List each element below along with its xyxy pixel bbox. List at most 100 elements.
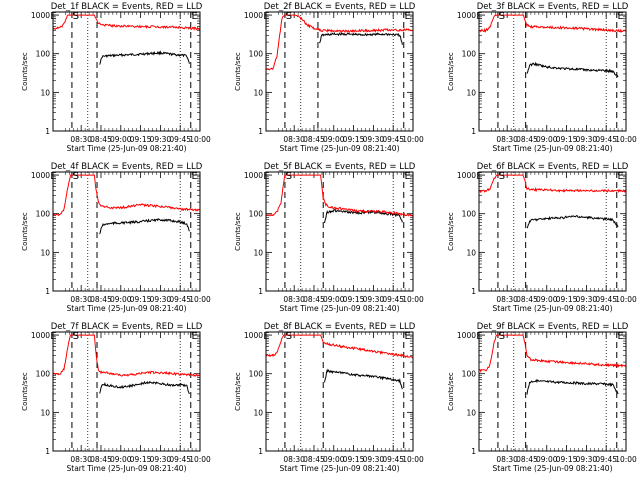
x-tick-label: 09:00: [323, 135, 345, 144]
x-tick-label: 09:30: [150, 455, 172, 464]
x-tick-label: 08:45: [516, 135, 538, 144]
marker-label: E: [405, 171, 411, 182]
x-tick-label: 08:45: [303, 295, 325, 304]
y-tick-label: 1000: [457, 11, 476, 20]
x-tick-label: 09:15: [130, 295, 152, 304]
x-tick-label: 08:30: [283, 295, 305, 304]
y-axis-label: Counts/sec: [234, 212, 242, 251]
x-axis-label: Start Time (25-Jun-09 08:21:40): [280, 144, 400, 153]
chart-title: Det_9f BLACK = Events, RED = LLD: [477, 322, 629, 332]
marker-label: E: [405, 11, 411, 22]
y-axis-label: Counts/sec: [234, 52, 242, 91]
plot-frame: [478, 11, 627, 132]
y-tick-label: 10: [466, 248, 476, 257]
marker-label: E: [192, 171, 198, 182]
chart-title: Det_2f BLACK = Events, RED = LLD: [264, 2, 416, 12]
y-tick-label: 10: [40, 248, 50, 257]
x-tick-label: 08:30: [496, 455, 518, 464]
x-tick-label: 10:00: [189, 455, 211, 464]
y-axis-label: Counts/sec: [21, 372, 29, 411]
y-tick-label: 100: [36, 50, 51, 59]
marker-label: S: [286, 11, 292, 22]
plot-frame: [265, 171, 414, 292]
x-tick-label: 09:45: [595, 135, 617, 144]
marker-label: S: [286, 331, 292, 342]
x-tick-label: 08:45: [90, 295, 112, 304]
y-tick-label: 1: [45, 287, 50, 296]
series-line-events: [526, 61, 619, 78]
x-axis-label: Start Time (25-Jun-09 08:21:40): [67, 144, 187, 153]
marker-label: S: [73, 171, 79, 182]
y-tick-label: 100: [36, 210, 51, 219]
x-tick-label: 09:15: [343, 135, 365, 144]
chart-panel-9: Det_9f BLACK = Events, RED = LLD Counts/s…: [447, 322, 637, 473]
y-tick-label: 10: [40, 88, 50, 97]
marker-label: S: [499, 11, 505, 22]
chart-title: Det_7f BLACK = Events, RED = LLD: [51, 322, 203, 332]
y-tick-label: 1: [258, 127, 263, 136]
plot-frame: [265, 11, 414, 132]
y-tick-label: 1: [258, 447, 263, 456]
series-line-events: [318, 32, 403, 45]
y-axis-label: Counts/sec: [447, 212, 455, 251]
y-tick-label: 1000: [244, 331, 263, 340]
plot-frame: [52, 331, 201, 452]
y-tick-label: 10: [466, 88, 476, 97]
marker-label: E: [618, 11, 624, 22]
x-tick-label: 09:30: [150, 295, 172, 304]
x-axis-label: Start Time (25-Jun-09 08:21:40): [280, 464, 400, 473]
y-tick-label: 100: [36, 370, 51, 379]
x-tick-label: 09:00: [536, 295, 558, 304]
x-tick-label: 09:15: [556, 455, 578, 464]
y-tick-label: 100: [249, 210, 264, 219]
x-tick-label: 10:00: [402, 295, 424, 304]
marker-label: E: [618, 331, 624, 342]
x-tick-label: 10:00: [402, 455, 424, 464]
series-line-events: [526, 378, 619, 395]
x-tick-label: 09:30: [363, 295, 385, 304]
x-tick-label: 08:45: [303, 455, 325, 464]
chart-panel-4: Det_4f BLACK = Events, RED = LLD Counts/s…: [21, 162, 211, 313]
x-tick-label: 08:45: [516, 295, 538, 304]
y-tick-label: 1: [45, 127, 50, 136]
marker-label: S: [73, 331, 79, 342]
series-line-lld: [479, 174, 627, 194]
y-tick-label: 10: [253, 408, 263, 417]
marker-label: S: [499, 171, 505, 182]
series-line-lld: [53, 334, 200, 377]
plot-frame: [478, 331, 627, 452]
y-tick-label: 1: [471, 447, 476, 456]
x-tick-label: 09:00: [110, 455, 132, 464]
x-tick-label: 09:00: [110, 135, 132, 144]
x-tick-label: 08:30: [496, 295, 518, 304]
x-axis-label: Start Time (25-Jun-09 08:21:40): [493, 144, 613, 153]
series-line-events: [99, 380, 190, 395]
x-tick-label: 10:00: [189, 135, 211, 144]
chart-title: Det_3f BLACK = Events, RED = LLD: [477, 2, 629, 12]
series-line-lld: [266, 174, 414, 217]
chart-panel-6: Det_6f BLACK = Events, RED = LLD Counts/s…: [447, 162, 637, 313]
x-tick-label: 09:15: [556, 295, 578, 304]
x-tick-label: 09:30: [576, 135, 598, 144]
y-tick-label: 1000: [457, 171, 476, 180]
y-tick-label: 10: [466, 408, 476, 417]
y-tick-label: 1: [258, 287, 263, 296]
x-tick-label: 08:45: [90, 135, 112, 144]
y-tick-label: 10: [253, 88, 263, 97]
x-tick-label: 08:30: [283, 455, 305, 464]
x-tick-label: 09:15: [343, 455, 365, 464]
x-tick-label: 08:30: [70, 455, 92, 464]
marker-label: E: [192, 11, 198, 22]
y-tick-label: 1: [471, 127, 476, 136]
plot-frame: [52, 171, 201, 292]
x-tick-label: 09:15: [130, 135, 152, 144]
plot-frame: [265, 331, 414, 452]
x-tick-label: 09:30: [576, 455, 598, 464]
series-line-events: [324, 368, 403, 390]
series-line-lld: [53, 174, 201, 217]
chart-title: Det_4f BLACK = Events, RED = LLD: [51, 162, 203, 172]
x-axis-label: Start Time (25-Jun-09 08:21:40): [493, 304, 613, 313]
chart-title: Det_5f BLACK = Events, RED = LLD: [264, 162, 416, 172]
x-tick-label: 09:30: [363, 135, 385, 144]
